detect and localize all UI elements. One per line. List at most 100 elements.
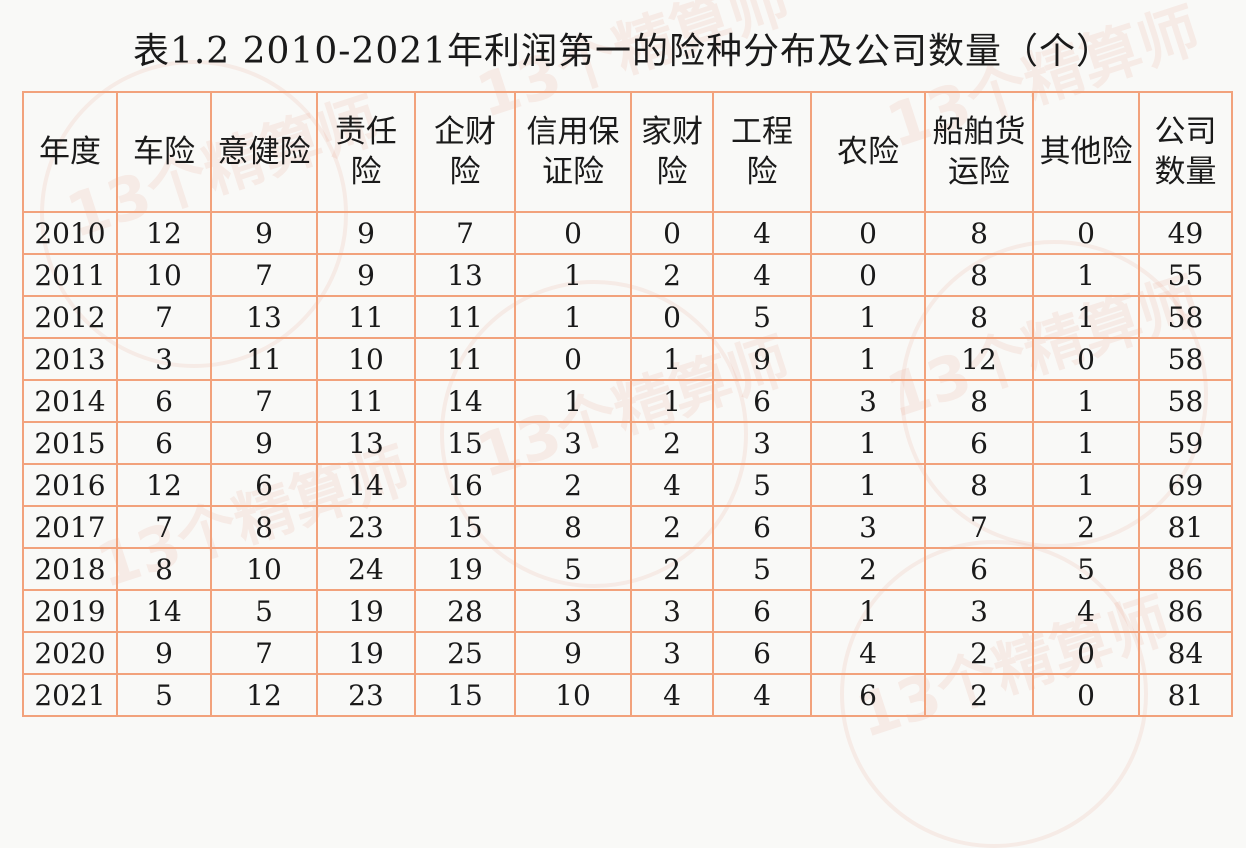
column-header-label: 家财	[641, 114, 703, 150]
table-cell: 10	[316, 337, 416, 381]
table-cell: 1	[810, 337, 926, 381]
table-cell: 3	[630, 589, 714, 633]
table-cell: 13	[414, 253, 516, 297]
table-cell: 5	[712, 547, 812, 591]
year-cell: 2017	[22, 505, 118, 549]
table-cell: 11	[210, 337, 318, 381]
table-cell: 6	[810, 673, 926, 717]
table-cell: 4	[712, 211, 812, 255]
table-cell: 1	[1032, 463, 1140, 507]
table-cell: 1	[514, 379, 632, 423]
column-header: 车险	[116, 91, 212, 213]
column-header: 年度	[22, 91, 118, 213]
table-cell: 8	[924, 379, 1034, 423]
table-cell: 0	[1032, 631, 1140, 675]
table-cell: 9	[514, 631, 632, 675]
column-header-label: 公司	[1154, 114, 1217, 150]
table-cell: 81	[1138, 673, 1233, 717]
table-cell: 58	[1138, 337, 1233, 381]
table-cell: 10	[116, 253, 212, 297]
year-cell: 2016	[22, 463, 118, 507]
column-header-label: 运险	[948, 154, 1010, 190]
year-cell: 2010	[22, 211, 118, 255]
table-cell: 3	[514, 421, 632, 465]
table-cell: 4	[712, 673, 812, 717]
table-cell: 15	[414, 505, 516, 549]
table-row: 2011 10 7 9 13 1 2 4 0 8 1 55	[22, 253, 1233, 297]
table-cell: 2	[630, 253, 714, 297]
table-cell: 9	[316, 253, 416, 297]
year-cell: 2012	[22, 295, 118, 339]
year-cell: 2013	[22, 337, 118, 381]
table-cell: 8	[210, 505, 318, 549]
table-cell: 55	[1138, 253, 1233, 297]
table-cell: 1	[630, 379, 714, 423]
table-cell: 14	[116, 589, 212, 633]
table-cell: 0	[630, 295, 714, 339]
table-cell: 1	[630, 337, 714, 381]
table-cell: 3	[712, 421, 812, 465]
table-cell: 12	[210, 673, 318, 717]
table-cell: 16	[414, 463, 516, 507]
column-header-label: 险	[746, 154, 778, 190]
table-cell: 86	[1138, 589, 1233, 633]
table-cell: 23	[316, 673, 416, 717]
year-cell: 2011	[22, 253, 118, 297]
table-cell: 0	[514, 211, 632, 255]
column-header: 家财险	[630, 91, 714, 213]
column-header: 船舶货 运险	[924, 91, 1034, 213]
table-cell: 1	[1032, 295, 1140, 339]
column-header-label: 信用保	[526, 114, 620, 150]
column-header: 工程险	[712, 91, 812, 213]
table-header-row: 年度 车险 意健险 责任险企财险信用保 证险 家财险工程险农险 船舶货 运险 其他险 公司 数量	[22, 91, 1233, 213]
table-cell: 1	[514, 253, 632, 297]
table-cell: 10	[514, 673, 632, 717]
table-cell: 2	[924, 673, 1034, 717]
table-cell: 69	[1138, 463, 1233, 507]
table-cell: 1	[514, 295, 632, 339]
table-cell: 12	[116, 463, 212, 507]
column-header-label: 证险	[542, 154, 604, 190]
table-row: 2017 7 8 23 15 8 2 6 3 7 2 81	[22, 505, 1233, 549]
table-cell: 5	[712, 463, 812, 507]
table-cell: 28	[414, 589, 516, 633]
table-cell: 58	[1138, 295, 1233, 339]
table-cell: 3	[810, 505, 926, 549]
year-cell: 2020	[22, 631, 118, 675]
column-header-label: 年度	[39, 134, 101, 170]
table-row: 2019 14 5 19 28 3 3 6 1 3 4 86	[22, 589, 1233, 633]
table-cell: 0	[1032, 211, 1140, 255]
table-cell: 6	[116, 379, 212, 423]
table-cell: 5	[1032, 547, 1140, 591]
table-cell: 6	[924, 547, 1034, 591]
table-cell: 0	[1032, 337, 1140, 381]
column-header-label: 农险	[837, 134, 899, 170]
table-cell: 9	[116, 631, 212, 675]
table-cell: 9	[210, 211, 318, 255]
table-cell: 9	[210, 421, 318, 465]
column-header-label: 意健险	[217, 134, 311, 170]
table-cell: 6	[712, 505, 812, 549]
table-cell: 8	[116, 547, 212, 591]
table-cell: 13	[316, 421, 416, 465]
table-cell: 2	[1032, 505, 1140, 549]
table-row: 2016 12 6 14 16 2 4 5 1 8 1 69	[22, 463, 1233, 507]
column-header-label: 险	[350, 154, 382, 190]
table-cell: 7	[210, 379, 318, 423]
table-cell: 7	[210, 253, 318, 297]
column-header-label: 责任	[335, 114, 397, 150]
table-cell: 1	[810, 589, 926, 633]
column-header-label: 船舶货	[932, 114, 1026, 150]
table-cell: 5	[712, 295, 812, 339]
table-cell: 25	[414, 631, 516, 675]
table-row: 2012 7 13 11 11 1 0 5 1 8 1 58	[22, 295, 1233, 339]
table-cell: 1	[810, 421, 926, 465]
column-header-label: 企财	[434, 114, 496, 150]
table-cell: 4	[1032, 589, 1140, 633]
table-cell: 2	[514, 463, 632, 507]
table-cell: 8	[924, 463, 1034, 507]
table-cell: 2	[924, 631, 1034, 675]
table-cell: 59	[1138, 421, 1233, 465]
table-cell: 0	[1032, 673, 1140, 717]
year-cell: 2014	[22, 379, 118, 423]
